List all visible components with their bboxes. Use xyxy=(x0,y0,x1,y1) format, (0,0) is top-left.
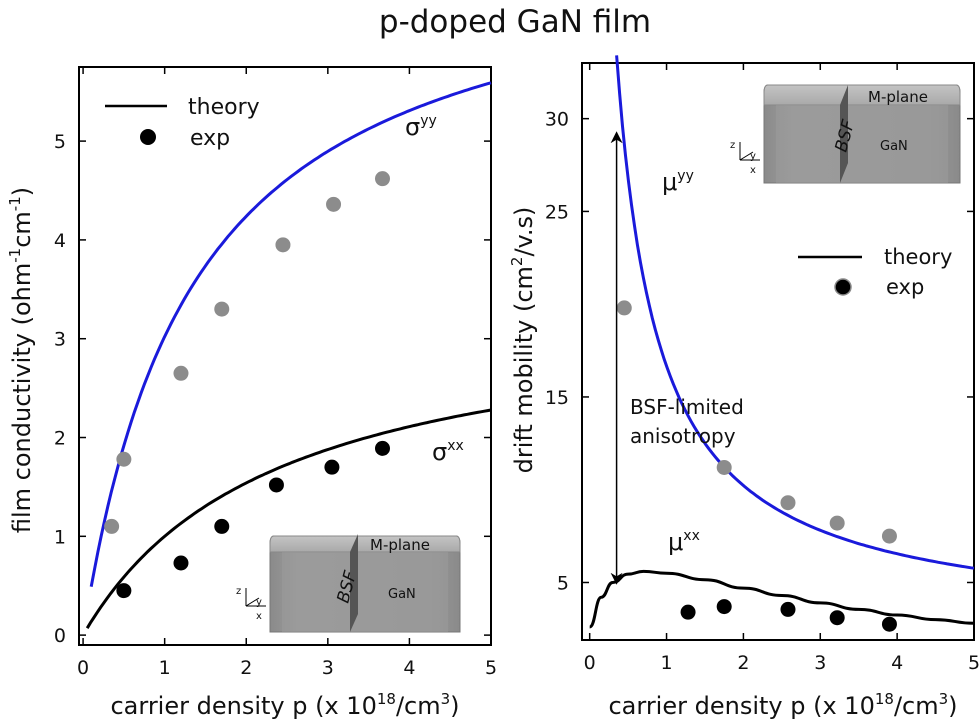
right-exp-points xyxy=(616,300,897,632)
right-data-point-2 xyxy=(716,459,732,475)
left-y-tick-label: 3 xyxy=(54,329,66,351)
right-series-line-0 xyxy=(615,55,975,570)
left-inset-block: M-plane BSF GaN xyxy=(269,534,461,633)
left-exp-points xyxy=(104,171,390,599)
left-y-tick-label: 1 xyxy=(54,526,66,548)
left-data-point-2 xyxy=(116,451,132,467)
right-series-line-1 xyxy=(588,569,975,629)
sigma-yy-label: σyy xyxy=(405,113,437,141)
sigma-xx-label: σxx xyxy=(432,438,464,466)
left-plot-frame xyxy=(78,66,492,646)
mobility-chart: 0 1 2 3 4 5 5 15 25 30 μyy μxx BSF-limited aniso… xyxy=(508,55,980,720)
left-x-axis-label: carrier density p (x 1018/cm3) xyxy=(110,690,459,720)
right-x-tick-label: 0 xyxy=(584,652,596,674)
right-inset-material: GaN xyxy=(880,139,908,154)
right-inset-plane: M-plane xyxy=(868,88,928,106)
left-x-tick-label: 0 xyxy=(77,657,89,679)
right-x-tick-label: 2 xyxy=(737,652,749,674)
left-axis-x: x xyxy=(256,611,262,622)
right-y-axis-label: drift mobility (cm2/v.s) xyxy=(508,207,538,474)
right-axis-x: x xyxy=(750,165,756,176)
right-x-axis-label: carrier density p (x 1018/cm3) xyxy=(608,690,957,720)
right-axis-y: y xyxy=(750,151,756,162)
figure-title: p-doped GaN film xyxy=(379,4,651,40)
right-data-point-3 xyxy=(716,599,732,615)
left-x-tick-label: 3 xyxy=(322,657,334,679)
right-data-point-2 xyxy=(616,300,632,316)
left-x-tick-label: 4 xyxy=(403,657,415,679)
left-data-point-2 xyxy=(326,196,342,212)
left-y-axis-label: film conductivity (ohm-1cm-1) xyxy=(6,187,36,533)
anisotropy-label: anisotropy xyxy=(630,424,736,448)
left-legend-theory-label: theory xyxy=(188,95,260,120)
right-legend-theory-label: theory xyxy=(884,245,952,269)
bsf-limited-label: BSF-limited xyxy=(630,395,744,419)
right-data-point-2 xyxy=(780,495,796,511)
left-data-point-2 xyxy=(214,301,230,317)
left-series-line-0 xyxy=(89,81,492,587)
left-y-tick-label: 0 xyxy=(54,625,66,647)
left-data-point-3 xyxy=(116,583,132,599)
left-x-tick-label: 2 xyxy=(240,657,252,679)
left-data-point-2 xyxy=(275,237,291,253)
left-axis-y: y xyxy=(256,597,262,608)
right-data-point-2 xyxy=(881,528,897,544)
left-x-tick-label: 5 xyxy=(485,657,497,679)
right-y-tick-label: 15 xyxy=(545,387,569,409)
right-y-ticks: 5 15 25 30 xyxy=(545,109,974,594)
right-y-tick-label: 5 xyxy=(557,572,569,594)
right-axis-z: z xyxy=(730,140,735,151)
left-inset-material: GaN xyxy=(388,587,416,602)
left-y-tick-label: 5 xyxy=(54,131,66,153)
left-y-tick-label: 2 xyxy=(54,428,66,450)
right-x-ticks: 0 1 2 3 4 5 xyxy=(584,63,980,674)
right-data-point-2 xyxy=(829,515,845,531)
left-axis-z: z xyxy=(236,586,241,597)
right-x-tick-label: 4 xyxy=(891,652,903,674)
left-inset-plane: M-plane xyxy=(370,536,430,554)
right-x-tick-label: 5 xyxy=(968,652,980,674)
right-y-tick-label: 25 xyxy=(545,201,569,223)
right-x-tick-label: 3 xyxy=(814,652,826,674)
left-data-point-3 xyxy=(324,459,340,475)
left-data-point-3 xyxy=(173,555,189,571)
left-series-line-1 xyxy=(85,408,492,629)
right-inset-block: M-plane BSF GaN xyxy=(763,84,961,184)
left-data-point-2 xyxy=(104,518,120,534)
right-legend-exp-label: exp xyxy=(886,275,924,299)
left-data-point-3 xyxy=(374,440,390,456)
left-y-ticks: 0 1 2 3 4 5 xyxy=(54,131,491,647)
right-y-tick-label: 30 xyxy=(545,109,569,131)
right-plot-frame xyxy=(581,62,975,641)
left-inset-axes: z y x xyxy=(236,586,266,622)
right-x-tick-label: 1 xyxy=(661,652,673,674)
right-data-point-3 xyxy=(780,601,796,617)
left-legend-exp-label: exp xyxy=(190,126,230,151)
right-data-point-3 xyxy=(829,610,845,626)
mu-yy-label: μyy xyxy=(662,168,694,196)
left-x-tick-label: 1 xyxy=(159,657,171,679)
right-data-point-3 xyxy=(881,616,897,632)
left-data-point-3 xyxy=(268,477,284,493)
conductivity-chart: 0 1 2 3 4 5 0 1 2 3 4 5 theory exp σyy σxx M-plane… xyxy=(6,66,497,720)
left-y-tick-label: 4 xyxy=(54,230,66,252)
left-data-point-2 xyxy=(374,171,390,187)
right-data-point-3 xyxy=(680,604,696,620)
left-legend-exp-marker xyxy=(140,129,156,145)
mu-xx-label: μxx xyxy=(668,528,700,556)
left-theory-lines xyxy=(85,81,492,629)
left-x-ticks: 0 1 2 3 4 5 xyxy=(77,67,497,679)
right-legend-exp-marker xyxy=(834,278,852,296)
right-inset-axes: z y x xyxy=(730,140,760,176)
left-data-point-3 xyxy=(214,518,230,534)
left-data-point-2 xyxy=(173,365,189,381)
